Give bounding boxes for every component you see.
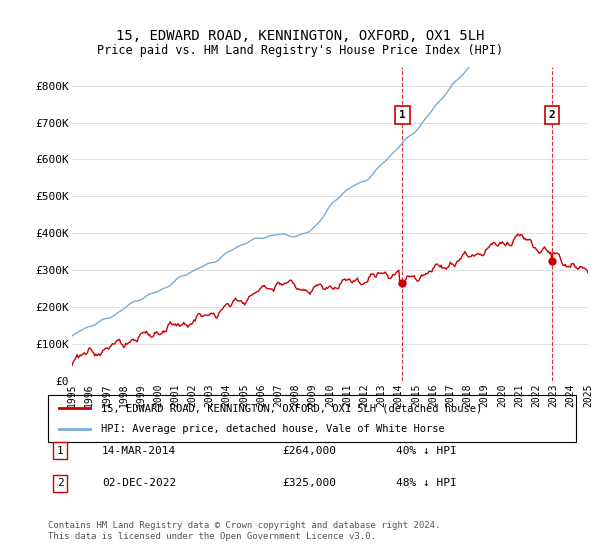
Text: 2: 2 (549, 110, 556, 120)
Text: 40% ↓ HPI: 40% ↓ HPI (396, 446, 457, 456)
Text: 48% ↓ HPI: 48% ↓ HPI (396, 478, 457, 488)
Text: £325,000: £325,000 (282, 478, 336, 488)
Text: 2: 2 (56, 478, 64, 488)
Text: 02-DEC-2022: 02-DEC-2022 (102, 478, 176, 488)
Text: 14-MAR-2014: 14-MAR-2014 (102, 446, 176, 456)
Text: £264,000: £264,000 (282, 446, 336, 456)
Text: 15, EDWARD ROAD, KENNINGTON, OXFORD, OX1 5LH: 15, EDWARD ROAD, KENNINGTON, OXFORD, OX1… (116, 29, 484, 44)
Text: HPI: Average price, detached house, Vale of White Horse: HPI: Average price, detached house, Vale… (101, 424, 445, 434)
Text: 15, EDWARD ROAD, KENNINGTON, OXFORD, OX1 5LH (detached house): 15, EDWARD ROAD, KENNINGTON, OXFORD, OX1… (101, 403, 482, 413)
Text: Contains HM Land Registry data © Crown copyright and database right 2024.
This d: Contains HM Land Registry data © Crown c… (48, 521, 440, 541)
Text: 1: 1 (56, 446, 64, 456)
Text: Price paid vs. HM Land Registry's House Price Index (HPI): Price paid vs. HM Land Registry's House … (97, 44, 503, 57)
Text: 1: 1 (399, 110, 406, 120)
